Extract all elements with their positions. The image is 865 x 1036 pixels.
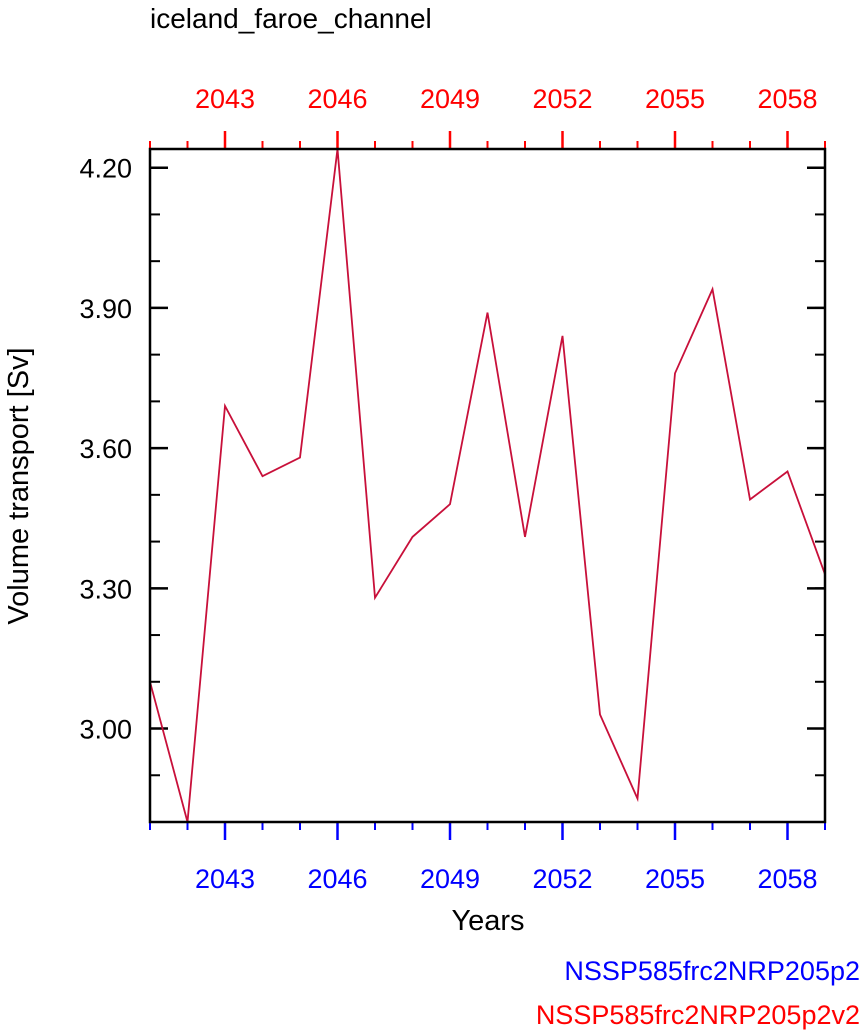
x-tick-label-bottom: 2046 (307, 864, 367, 894)
x-tick-label-top: 2046 (307, 84, 367, 114)
plot-frame (148, 147, 827, 824)
x-tick-label-top: 2043 (195, 84, 255, 114)
bottom-axis: 2043 2046 2049 2052 2055 2058 (149, 822, 826, 894)
y-tick-label: 3.30 (79, 574, 132, 604)
y-tick-label: 3.60 (79, 434, 132, 464)
y-axis-label: Volume transport [Sv] (3, 347, 35, 624)
x-tick-label-bottom: 2043 (195, 864, 255, 894)
top-axis: 2043 2046 2049 2052 2055 2058 (149, 84, 826, 149)
y-tick-label: 3.90 (79, 294, 132, 324)
x-tick-label-bottom: 2052 (532, 864, 592, 894)
y-tick-label: 4.20 (79, 154, 132, 184)
left-axis: 3.00 3.30 3.60 3.90 4.20 (79, 154, 168, 823)
x-tick-label-top: 2058 (757, 84, 817, 114)
chart-title: iceland_faroe_channel (150, 3, 432, 34)
x-tick-label-bottom: 2055 (645, 864, 705, 894)
x-tick-label-top: 2049 (420, 84, 480, 114)
plot-area (149, 148, 826, 823)
right-axis (807, 166, 825, 823)
x-axis-label: Years (451, 905, 524, 937)
x-tick-label-top: 2055 (645, 84, 705, 114)
series-line (149, 148, 826, 823)
legend-entry-2: NSSP585frc2NRP205p2v2 (536, 1000, 860, 1030)
legend-entry-1: NSSP585frc2NRP205p2 (564, 956, 860, 986)
x-tick-label-bottom: 2049 (420, 864, 480, 894)
x-tick-label-top: 2052 (532, 84, 592, 114)
y-tick-label: 3.00 (79, 715, 132, 745)
x-tick-label-bottom: 2058 (757, 864, 817, 894)
